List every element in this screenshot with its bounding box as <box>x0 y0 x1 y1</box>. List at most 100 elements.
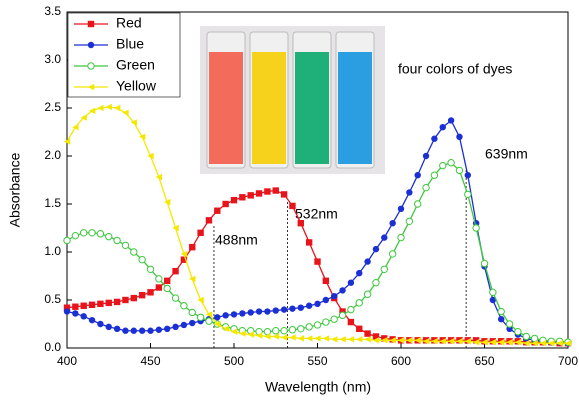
point <box>490 289 496 295</box>
point <box>498 308 504 314</box>
point <box>323 297 329 303</box>
point <box>189 320 195 326</box>
point <box>114 105 120 111</box>
legend-label: Blue <box>116 36 144 52</box>
annotation-label: 532nm <box>295 206 338 222</box>
point <box>298 335 304 341</box>
point <box>147 266 153 272</box>
point <box>172 268 178 274</box>
point <box>264 188 270 194</box>
point <box>273 187 279 193</box>
point <box>465 191 471 197</box>
point <box>515 328 521 334</box>
point <box>131 295 137 301</box>
point <box>289 327 295 333</box>
x-tick-label: 550 <box>307 354 327 368</box>
point <box>197 297 203 303</box>
y-tick-label: 2.0 <box>44 148 61 162</box>
x-tick-label: 450 <box>140 354 160 368</box>
legend-marker <box>88 42 94 48</box>
x-tick-label: 650 <box>474 354 494 368</box>
point <box>348 336 354 342</box>
point <box>314 301 320 307</box>
point <box>323 319 329 325</box>
point <box>72 310 78 316</box>
point <box>381 266 387 272</box>
point <box>156 174 162 180</box>
point <box>348 280 354 286</box>
point <box>97 231 103 237</box>
point <box>239 310 245 316</box>
point <box>406 218 412 224</box>
point <box>172 295 178 301</box>
point <box>323 335 329 341</box>
point <box>281 306 287 312</box>
point <box>214 208 220 214</box>
point <box>389 251 395 257</box>
point <box>147 289 153 295</box>
point <box>222 312 228 318</box>
y-tick-label: 1.5 <box>44 196 61 210</box>
point <box>298 220 304 226</box>
point <box>339 336 345 342</box>
point <box>248 192 254 198</box>
legend-marker <box>88 63 94 69</box>
series <box>64 160 571 346</box>
point <box>348 319 354 325</box>
point <box>181 303 187 309</box>
legend-label: Green <box>116 57 155 73</box>
point <box>264 308 270 314</box>
point <box>139 134 145 140</box>
point <box>189 276 195 282</box>
point <box>281 191 287 197</box>
point <box>364 291 370 297</box>
point <box>398 206 404 212</box>
y-tick-label: 0.5 <box>44 292 61 306</box>
point <box>306 239 312 245</box>
point <box>306 335 312 341</box>
point <box>164 199 170 205</box>
point <box>306 303 312 309</box>
annotation-label: 639nm <box>485 146 528 162</box>
point <box>281 328 287 334</box>
point <box>331 316 337 322</box>
point <box>139 328 145 334</box>
point <box>106 324 112 330</box>
y-tick-label: 3.5 <box>44 4 61 18</box>
point <box>465 172 471 178</box>
point <box>289 203 295 209</box>
point <box>415 172 421 178</box>
point <box>239 194 245 200</box>
point <box>164 285 170 291</box>
point <box>122 242 128 248</box>
legend: RedBlueGreenYellow <box>68 13 180 97</box>
point <box>64 308 70 314</box>
x-tick-label: 400 <box>57 354 77 368</box>
point <box>331 336 337 342</box>
point <box>364 258 370 264</box>
point <box>156 276 162 282</box>
point <box>273 328 279 334</box>
point <box>156 284 162 290</box>
point <box>172 225 178 231</box>
point <box>189 244 195 250</box>
point <box>356 270 362 276</box>
point <box>114 326 120 332</box>
chart: four colors of dyes Wavelength (nm) Abso… <box>0 0 579 402</box>
point <box>106 104 112 110</box>
x-tick-label: 500 <box>224 354 244 368</box>
point <box>423 153 429 159</box>
x-tick-label: 600 <box>391 354 411 368</box>
point <box>72 124 78 130</box>
point <box>197 314 203 320</box>
point <box>406 189 412 195</box>
point <box>156 327 162 333</box>
point <box>431 172 437 178</box>
point <box>373 246 379 252</box>
point <box>131 328 137 334</box>
point <box>298 326 304 332</box>
point <box>164 326 170 332</box>
point <box>122 110 128 116</box>
point <box>348 306 354 312</box>
point <box>114 237 120 243</box>
